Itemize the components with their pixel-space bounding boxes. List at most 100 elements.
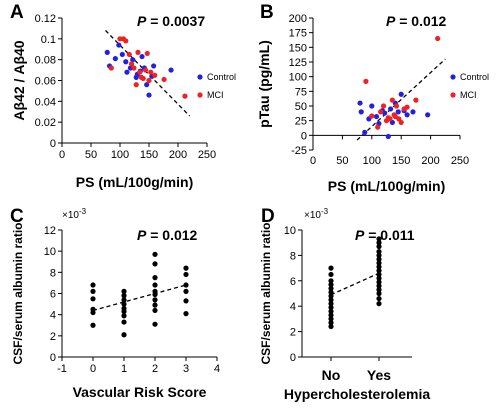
data-point <box>378 109 384 115</box>
p-symbol: P <box>137 227 147 243</box>
x-tick-label: 150 <box>392 155 410 167</box>
legend-marker <box>450 92 456 98</box>
x-tick-label: 200 <box>421 155 439 167</box>
x-tick-label: 200 <box>169 149 187 161</box>
data-point <box>376 268 382 274</box>
data-point <box>152 321 158 327</box>
data-point <box>328 297 334 303</box>
p-value: P = 0.0037 <box>137 13 205 29</box>
data-point <box>121 288 127 294</box>
data-point <box>328 278 334 284</box>
y-tick-label: 0.1 <box>41 34 56 46</box>
y-tick-label: 6 <box>290 276 296 288</box>
legend-label: MCI <box>460 90 477 100</box>
data-point <box>393 103 400 109</box>
panel-label: C <box>10 206 24 227</box>
data-point <box>112 56 118 62</box>
y-tick-label: 0.08 <box>35 55 56 67</box>
data-point <box>121 313 127 319</box>
y-tick-label: 0 <box>50 138 56 150</box>
multiplier-exponent: -3 <box>321 207 329 216</box>
data-point <box>328 285 334 292</box>
data-point <box>376 256 382 262</box>
data-point <box>146 92 152 98</box>
data-point <box>183 311 189 317</box>
multiplier-base: ×10 <box>62 210 79 221</box>
x-tick-label: -1 <box>57 363 67 375</box>
data-point <box>131 65 137 71</box>
y-tick-label: 0 <box>301 130 307 142</box>
x-tick-label: 0 <box>59 149 65 161</box>
trend-line <box>105 30 191 117</box>
multiplier-base: ×10 <box>304 210 321 221</box>
x-tick-label: 1 <box>121 363 127 375</box>
x-category-label: No <box>322 367 341 383</box>
data-point <box>152 251 158 257</box>
y-tick-label: 10 <box>284 225 296 237</box>
series-data <box>90 251 189 338</box>
data-point <box>376 301 382 307</box>
data-point <box>410 109 416 115</box>
y-axis-title: CSF/serum albumin ratio <box>259 222 273 364</box>
data-point <box>168 67 174 73</box>
data-point <box>152 291 158 298</box>
y-tick-label: 0 <box>290 352 296 364</box>
data-point <box>152 282 158 288</box>
data-point <box>395 109 401 115</box>
data-point <box>183 265 189 271</box>
y-tick-label: 2 <box>50 331 56 343</box>
data-point <box>183 282 189 288</box>
y-axis-title: CSF/serum albumin ratio <box>11 222 25 364</box>
data-point <box>328 293 334 299</box>
trend-line <box>330 272 380 296</box>
data-point <box>90 296 96 302</box>
data-point <box>328 320 334 326</box>
data-point <box>152 297 158 303</box>
panel-a: A P = 0.0037 0 0.02 0.04 0.06 0.08 0.1 0.12 0 50 10… <box>10 2 236 190</box>
series-mci <box>108 36 188 99</box>
p-number: = 0.012 <box>395 13 446 29</box>
data-point <box>404 112 410 118</box>
y-tick-label: 75 <box>295 86 307 98</box>
data-point <box>161 76 167 83</box>
x-tick-label: 150 <box>140 149 158 161</box>
p-number: = 0.011 <box>364 227 414 243</box>
data-point <box>135 49 141 55</box>
panel-label: A <box>10 2 24 23</box>
data-point <box>376 248 382 255</box>
panel-label: B <box>260 2 274 23</box>
x-category-label: Yes <box>367 367 391 383</box>
data-point <box>129 61 135 67</box>
x-tick-label: 2 <box>152 363 158 375</box>
legend-label: Control <box>207 72 236 82</box>
data-point <box>398 119 404 126</box>
data-point <box>376 283 382 289</box>
axis-multiplier: ×10-3 <box>304 207 329 221</box>
data-point <box>121 308 127 315</box>
panel-label: D <box>261 206 275 227</box>
p-value: P = 0.012 <box>137 227 198 243</box>
data-point <box>373 113 380 120</box>
data-point <box>413 97 419 103</box>
legend-label: Control <box>460 72 489 82</box>
data-point <box>130 57 136 63</box>
data-point <box>182 93 188 99</box>
p-number: = 0.0037 <box>146 13 205 29</box>
data-point <box>144 50 150 57</box>
y-tick-label: 4 <box>290 301 296 313</box>
y-tick-label: 8 <box>50 267 56 279</box>
data-point <box>363 78 369 84</box>
data-point <box>369 113 375 119</box>
p-symbol: P <box>137 13 147 29</box>
data-point <box>124 69 130 75</box>
data-point <box>152 275 158 281</box>
y-tick-label: 0 <box>50 352 56 364</box>
x-tick-label: 250 <box>198 149 216 161</box>
data-point <box>328 271 334 278</box>
data-point <box>328 308 334 314</box>
data-point <box>380 103 387 109</box>
series-data <box>328 236 382 330</box>
p-symbol: P <box>386 13 396 29</box>
data-point <box>376 243 382 250</box>
